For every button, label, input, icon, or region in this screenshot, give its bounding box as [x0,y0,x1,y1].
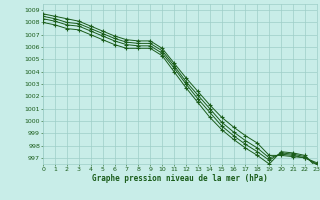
X-axis label: Graphe pression niveau de la mer (hPa): Graphe pression niveau de la mer (hPa) [92,174,268,183]
